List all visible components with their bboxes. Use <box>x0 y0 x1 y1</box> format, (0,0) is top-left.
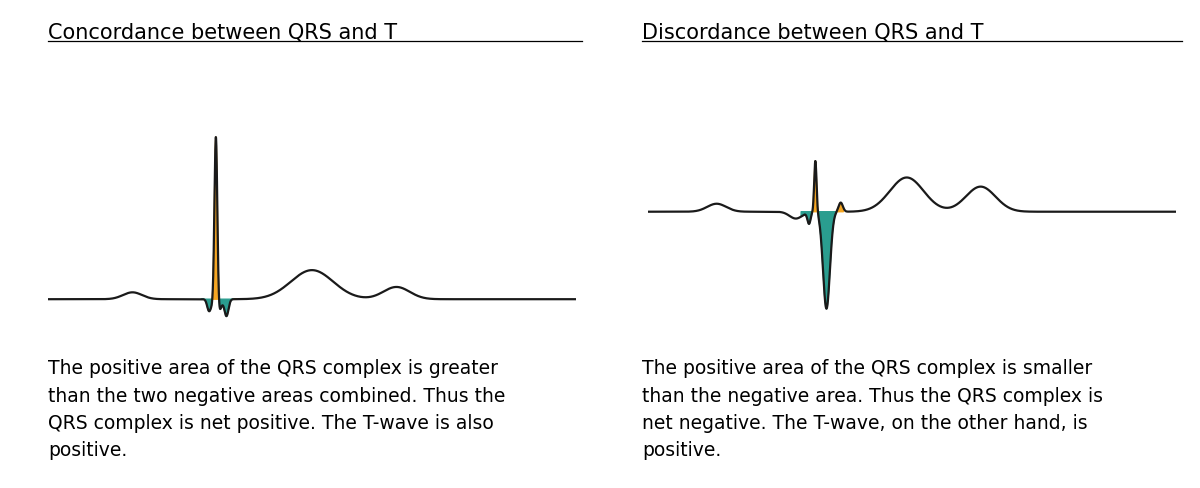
Text: Concordance between QRS and T: Concordance between QRS and T <box>48 22 397 42</box>
Text: The positive area of the QRS complex is smaller
than the negative area. Thus the: The positive area of the QRS complex is … <box>642 359 1103 459</box>
Text: Discordance between QRS and T: Discordance between QRS and T <box>642 22 984 42</box>
Text: The positive area of the QRS complex is greater
than the two negative areas comb: The positive area of the QRS complex is … <box>48 359 505 459</box>
